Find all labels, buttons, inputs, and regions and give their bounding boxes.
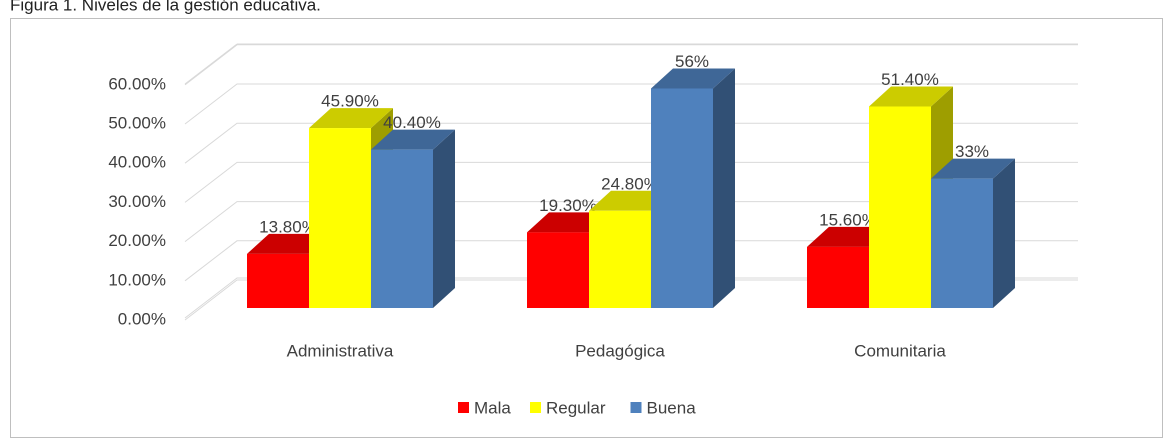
bar bbox=[589, 210, 651, 308]
legend-label: Buena bbox=[647, 398, 697, 417]
bar-top bbox=[869, 86, 953, 107]
floor-edge bbox=[184, 277, 1078, 319]
x-tick-label: Pedagógica bbox=[575, 341, 665, 360]
bar bbox=[651, 88, 713, 308]
bar bbox=[371, 149, 433, 308]
legend-swatch bbox=[530, 402, 541, 413]
legend-label: Regular bbox=[546, 398, 606, 417]
value-label: 33% bbox=[955, 142, 989, 161]
bar bbox=[807, 246, 869, 308]
grid-line bbox=[184, 161, 1078, 203]
chart-frame bbox=[10, 18, 1163, 438]
value-label: 56% bbox=[675, 52, 709, 71]
value-label: 40.40% bbox=[383, 113, 441, 132]
bar bbox=[869, 106, 931, 309]
y-tick-label: 0.00% bbox=[118, 309, 166, 328]
y-tick-label: 30.00% bbox=[108, 192, 166, 211]
wall-top bbox=[184, 43, 238, 85]
y-tick-label: 40.00% bbox=[108, 153, 166, 172]
grid-line bbox=[184, 240, 1078, 282]
value-label: 24.80% bbox=[601, 174, 659, 193]
bar bbox=[309, 128, 371, 308]
grid-line bbox=[184, 44, 1078, 86]
bar-top bbox=[651, 68, 735, 89]
value-label: 45.90% bbox=[321, 92, 379, 111]
value-label: 19.30% bbox=[539, 196, 597, 215]
x-tick-label: Administrativa bbox=[287, 341, 394, 360]
value-label: 51.40% bbox=[881, 70, 939, 89]
legend-label: Mala bbox=[474, 398, 511, 417]
bar-top bbox=[371, 129, 455, 150]
y-tick-label: 20.00% bbox=[108, 231, 166, 250]
bar-side bbox=[993, 158, 1015, 308]
legend-swatch bbox=[458, 402, 469, 413]
bar bbox=[931, 178, 993, 308]
y-tick-label: 50.00% bbox=[108, 113, 166, 132]
bar-top bbox=[309, 108, 393, 129]
bar-side bbox=[713, 68, 735, 308]
y-tick-label: 10.00% bbox=[108, 270, 166, 289]
x-tick-label: Comunitaria bbox=[854, 341, 946, 360]
chart-title: Figura 1. Niveles de la gestión educativ… bbox=[10, 0, 321, 14]
bar-side bbox=[433, 129, 455, 308]
legend-swatch bbox=[630, 402, 642, 413]
grid-line bbox=[184, 279, 1078, 321]
value-label: 15.60% bbox=[819, 210, 877, 229]
bar bbox=[247, 253, 309, 308]
grid-line bbox=[184, 201, 1078, 242]
y-tick-label: 60.00% bbox=[108, 74, 166, 93]
grid-line bbox=[184, 83, 1078, 125]
bar bbox=[527, 232, 589, 308]
grid-line bbox=[184, 122, 1078, 164]
value-label: 13.80% bbox=[259, 217, 317, 236]
bar-top bbox=[931, 158, 1015, 179]
